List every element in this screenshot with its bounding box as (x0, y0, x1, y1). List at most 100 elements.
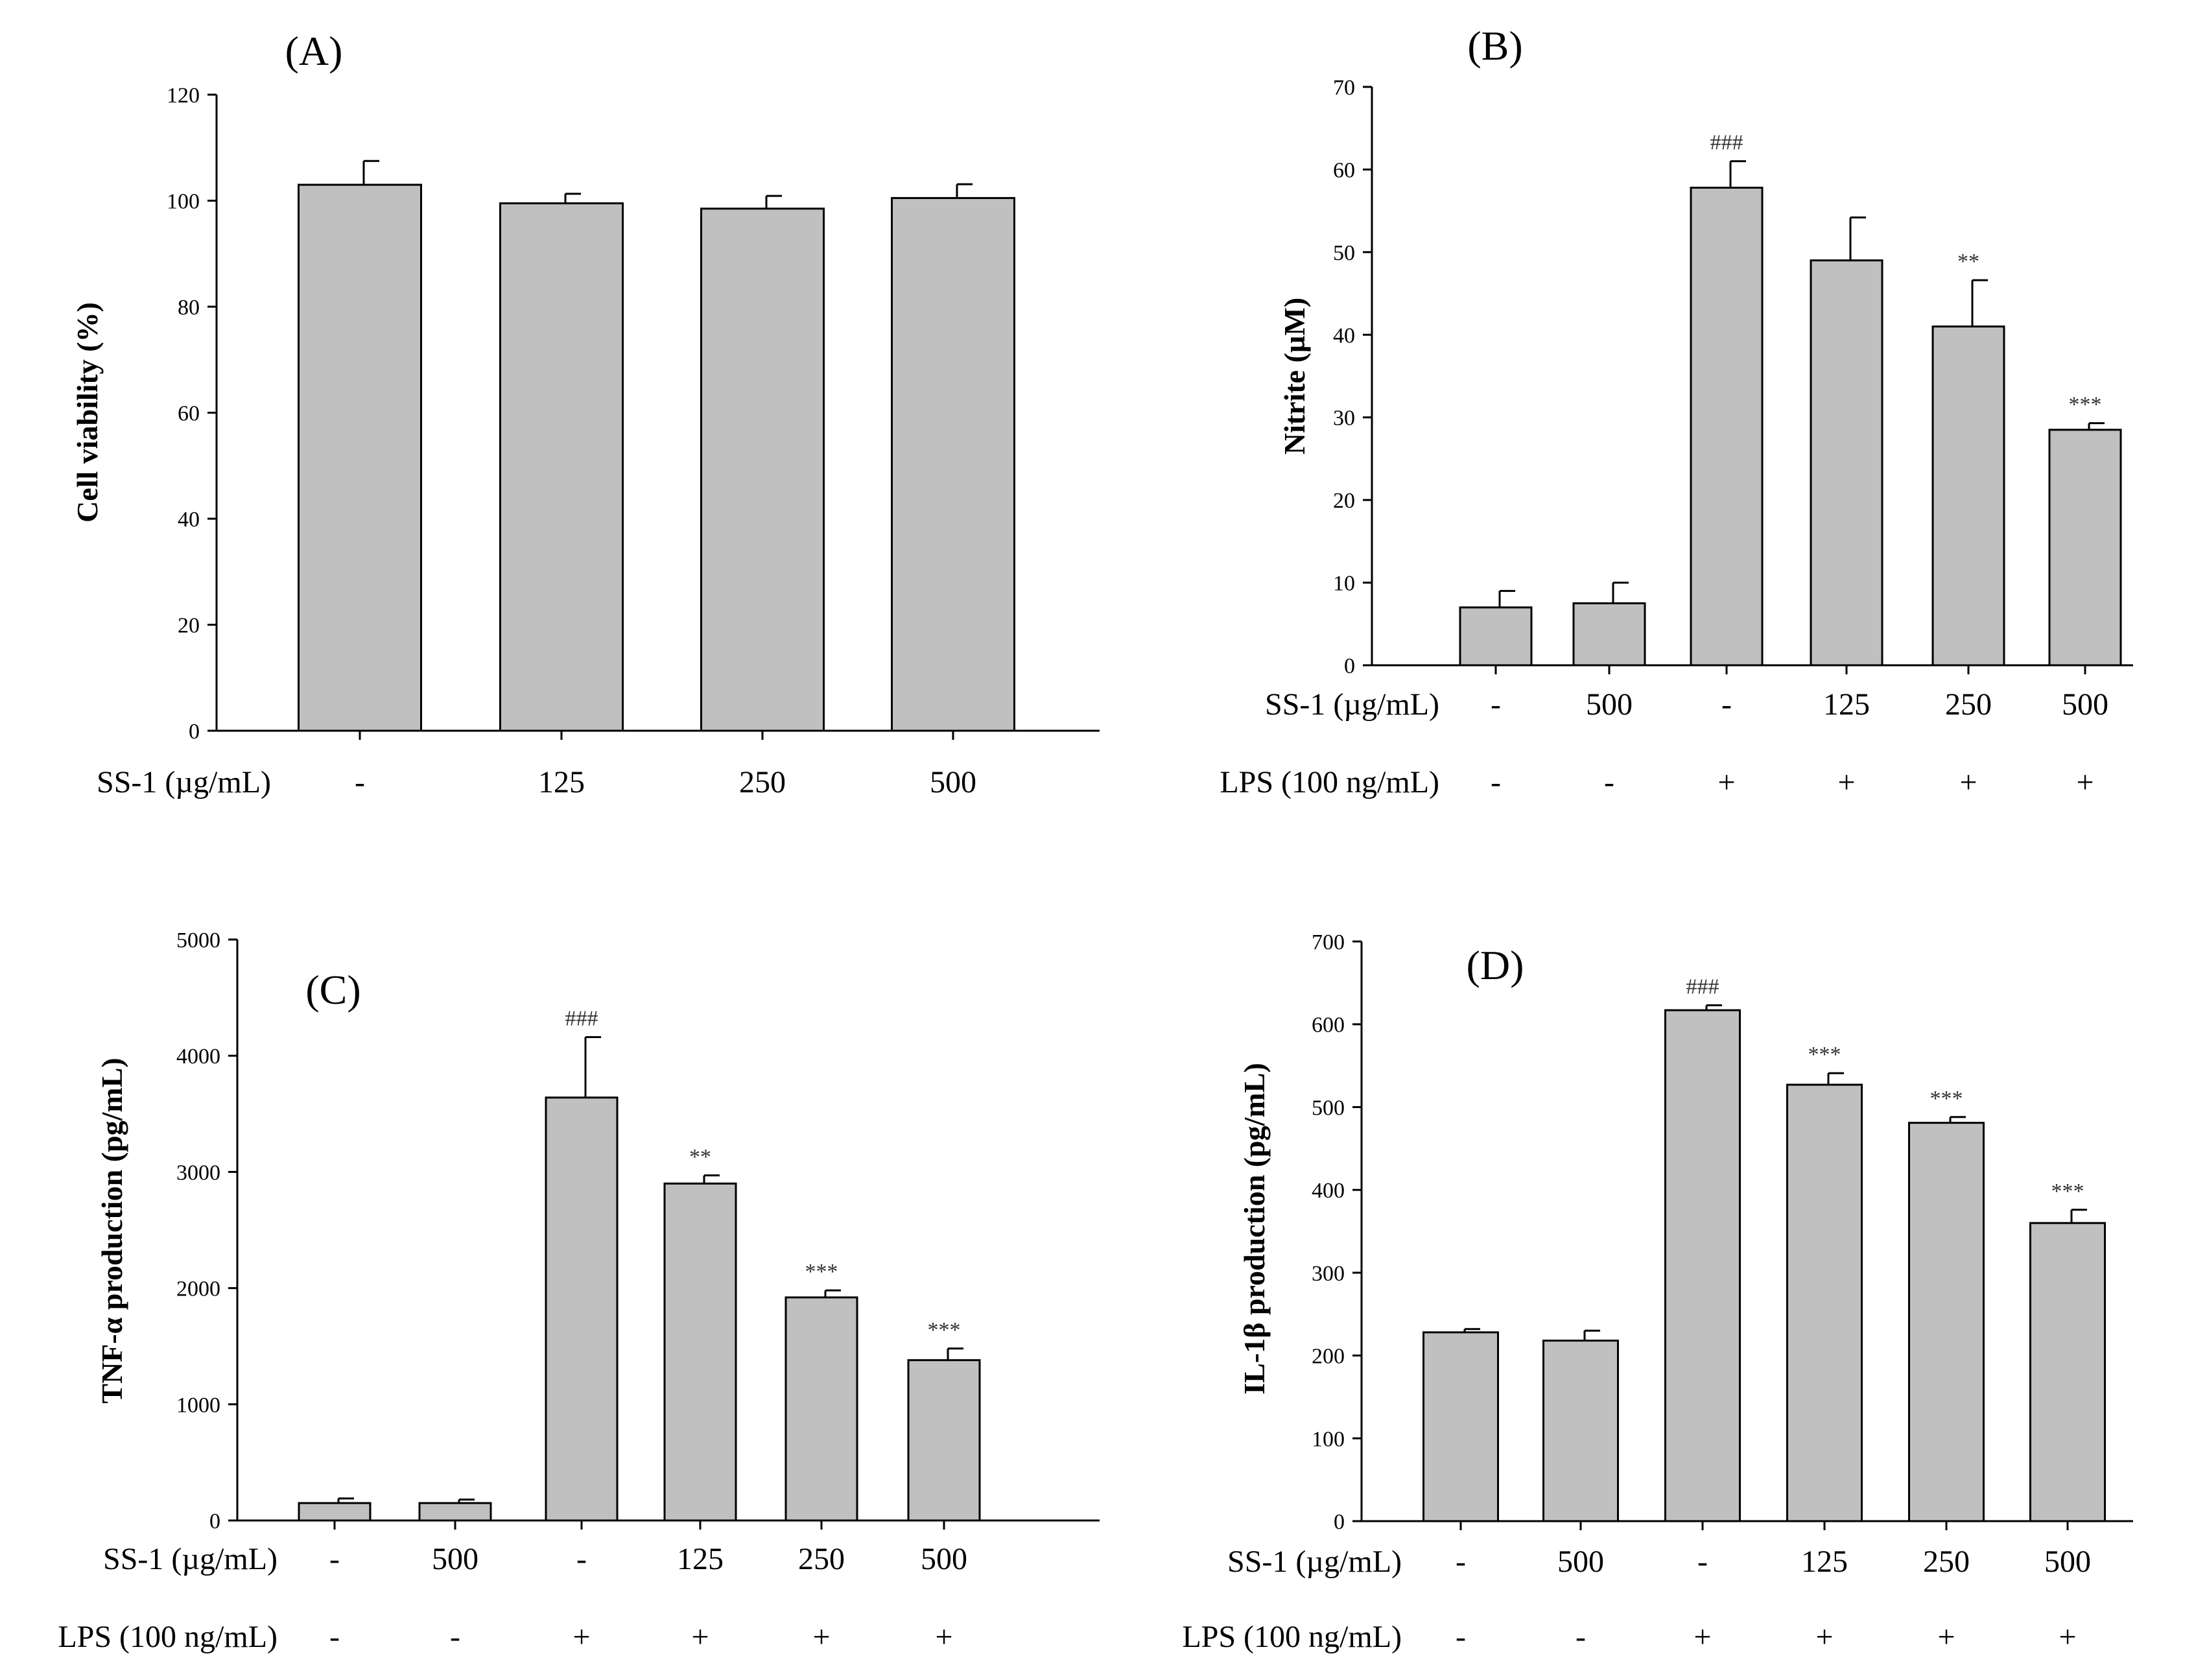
y-axis-label: TNF-α production (pg/mL) (95, 1058, 128, 1403)
significance-label: *** (928, 1318, 961, 1342)
category-label: 500 (432, 1542, 478, 1576)
significance-label: *** (2051, 1179, 2084, 1203)
y-tick-label: 3000 (176, 1161, 220, 1185)
bar (1908, 1122, 1985, 1522)
category-label: 125 (1823, 687, 1870, 722)
y-tick-label: 120 (167, 84, 200, 108)
significance-label: *** (1808, 1043, 1841, 1067)
category-label: 125 (677, 1542, 724, 1576)
row-label: LPS (100 ng/mL) (58, 1620, 277, 1654)
bar (1572, 602, 1646, 667)
row-label: LPS (100 ng/mL) (1220, 765, 1439, 799)
category-label: - (1721, 687, 1732, 722)
y-tick-label: 400 (1312, 1179, 1345, 1203)
y-tick-label: 4000 (176, 1045, 220, 1069)
category-label: - (1491, 687, 1501, 722)
y-axis-label: Nitrite (µM) (1278, 298, 1311, 455)
panel-label: (D) (1467, 942, 1524, 988)
y-tick-label: 0 (189, 720, 200, 744)
y-tick-label: 600 (1312, 1013, 1345, 1037)
category-label: - (1604, 765, 1614, 799)
category-label: 500 (921, 1542, 967, 1576)
y-tick-label: 700 (1312, 930, 1345, 954)
y-tick-label: 20 (178, 614, 200, 638)
panel-a: (A) 0 20 40 60 80 100 120 Cell viability (%) SS-1… (71, 28, 1100, 799)
y-tick-label: 2000 (176, 1277, 220, 1301)
y-tick-label: 1000 (176, 1393, 220, 1417)
row-label: SS-1 (µg/mL) (1265, 687, 1439, 722)
bar (700, 207, 825, 732)
bar (2048, 429, 2122, 667)
category-label: + (1837, 765, 1855, 799)
panel-c: (C) 0 1000 2000 3000 4000 5000 TNF-α production… (58, 929, 1100, 1654)
y-tick-label: 100 (167, 190, 200, 214)
y-tick-label: 70 (1333, 76, 1355, 100)
significance-label: *** (2069, 393, 2102, 417)
category-label: + (2076, 765, 2094, 799)
y-tick-label: 40 (178, 508, 200, 532)
category-label: + (1717, 765, 1735, 799)
y-tick-label: 20 (1333, 489, 1355, 513)
category-label: + (1815, 1620, 1833, 1654)
bar (298, 1502, 372, 1522)
bar (1422, 1331, 1499, 1522)
significance-label: ### (1686, 975, 1719, 999)
category-label: - (1456, 1620, 1466, 1654)
bar (1690, 186, 1764, 667)
y-axis-label: Cell viability (%) (71, 302, 104, 523)
significance-label: *** (805, 1260, 838, 1284)
category-label: 500 (2062, 687, 2108, 722)
category-label: + (1694, 1620, 1711, 1654)
category-label: + (2059, 1620, 2076, 1654)
bar (499, 202, 624, 732)
category-label: - (1491, 765, 1501, 799)
significance-label: ### (565, 1007, 598, 1031)
bar (298, 183, 422, 732)
panel-d: (D) 0 100 200 300 400 500 600 700 IL-1β productio… (1182, 930, 2133, 1654)
category-label: 500 (930, 765, 976, 799)
bar (418, 1502, 492, 1522)
category-label: 250 (798, 1542, 845, 1576)
bar (785, 1296, 858, 1522)
category-label: - (576, 1542, 587, 1576)
y-tick-label: 10 (1333, 572, 1355, 596)
bar (1459, 606, 1533, 667)
category-label: 250 (1945, 687, 1992, 722)
bar (891, 196, 1015, 732)
category-label: 500 (1586, 687, 1633, 722)
bar (1810, 259, 1883, 667)
significance-label: ### (1710, 131, 1743, 155)
category-label: 500 (1557, 1544, 1604, 1579)
y-tick-label: 0 (209, 1509, 220, 1533)
category-label: - (1697, 1544, 1708, 1579)
category-label: - (329, 1542, 340, 1576)
significance-label: ** (1957, 250, 1979, 274)
bar (2029, 1222, 2106, 1522)
category-label: 500 (2044, 1544, 2091, 1579)
y-tick-label: 300 (1312, 1262, 1345, 1286)
bar (545, 1096, 619, 1522)
category-label: + (935, 1620, 952, 1654)
category-label: + (691, 1620, 709, 1654)
panel-label: (B) (1467, 23, 1522, 69)
y-tick-label: 0 (1334, 1510, 1345, 1534)
row-label: SS-1 (µg/mL) (103, 1542, 277, 1576)
category-label: 250 (1923, 1544, 1970, 1579)
y-tick-label: 30 (1333, 407, 1355, 431)
category-label: 250 (739, 765, 786, 799)
y-tick-label: 5000 (176, 929, 220, 952)
y-tick-label: 60 (178, 402, 200, 426)
bar (1931, 325, 2005, 667)
category-label: 125 (1801, 1544, 1848, 1579)
y-tick-label: 200 (1312, 1345, 1345, 1369)
row-label: SS-1 (µg/mL) (1227, 1544, 1402, 1579)
category-label: - (329, 1620, 340, 1654)
category-label: + (812, 1620, 830, 1654)
y-tick-label: 60 (1333, 158, 1355, 182)
category-label: - (1456, 1544, 1466, 1579)
bar (1664, 1009, 1741, 1522)
bar (907, 1359, 981, 1522)
row-label: LPS (100 ng/mL) (1182, 1620, 1402, 1654)
